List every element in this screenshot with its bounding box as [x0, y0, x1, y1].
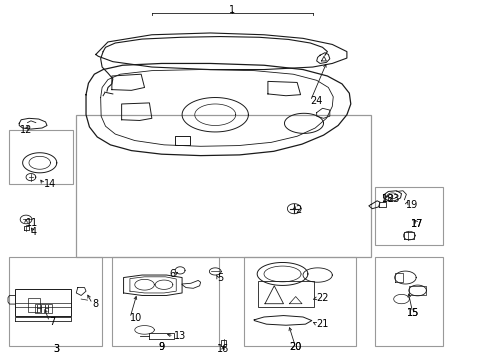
- Text: 22: 22: [316, 293, 328, 303]
- Text: 17: 17: [410, 219, 423, 229]
- Text: 15: 15: [406, 308, 418, 318]
- Bar: [374, 257, 443, 346]
- Text: 20: 20: [289, 342, 301, 352]
- Text: 15: 15: [406, 308, 418, 318]
- Text: 24: 24: [310, 96, 322, 106]
- Text: 3: 3: [54, 343, 60, 354]
- Text: 9: 9: [158, 342, 164, 352]
- Text: 14: 14: [43, 179, 56, 189]
- Text: 13: 13: [173, 331, 185, 341]
- Text: 2: 2: [295, 206, 301, 216]
- Bar: [15, 289, 71, 316]
- Bar: [374, 187, 443, 245]
- Bar: [258, 282, 314, 307]
- Bar: [9, 257, 102, 346]
- Text: 19: 19: [406, 200, 418, 210]
- Text: 12: 12: [20, 125, 32, 135]
- Text: 16: 16: [217, 344, 229, 354]
- Text: 5: 5: [217, 273, 224, 283]
- Text: 21: 21: [316, 319, 328, 329]
- Text: 1: 1: [229, 5, 235, 15]
- Text: 23: 23: [386, 194, 398, 204]
- Text: 4: 4: [31, 227, 37, 237]
- Bar: [243, 257, 355, 346]
- Bar: [76, 116, 370, 257]
- Text: 18: 18: [381, 194, 393, 204]
- Bar: [112, 257, 219, 346]
- Bar: [9, 130, 73, 184]
- Text: 10: 10: [130, 313, 142, 323]
- Text: 9: 9: [158, 342, 164, 352]
- Text: 6: 6: [169, 269, 175, 279]
- Text: 8: 8: [92, 299, 98, 309]
- Text: 20: 20: [289, 342, 301, 352]
- Text: 3: 3: [54, 343, 60, 354]
- Text: 7: 7: [49, 317, 56, 327]
- Bar: [27, 298, 40, 312]
- Bar: [35, 304, 52, 313]
- Text: 17: 17: [410, 219, 423, 229]
- Text: 11: 11: [26, 218, 38, 228]
